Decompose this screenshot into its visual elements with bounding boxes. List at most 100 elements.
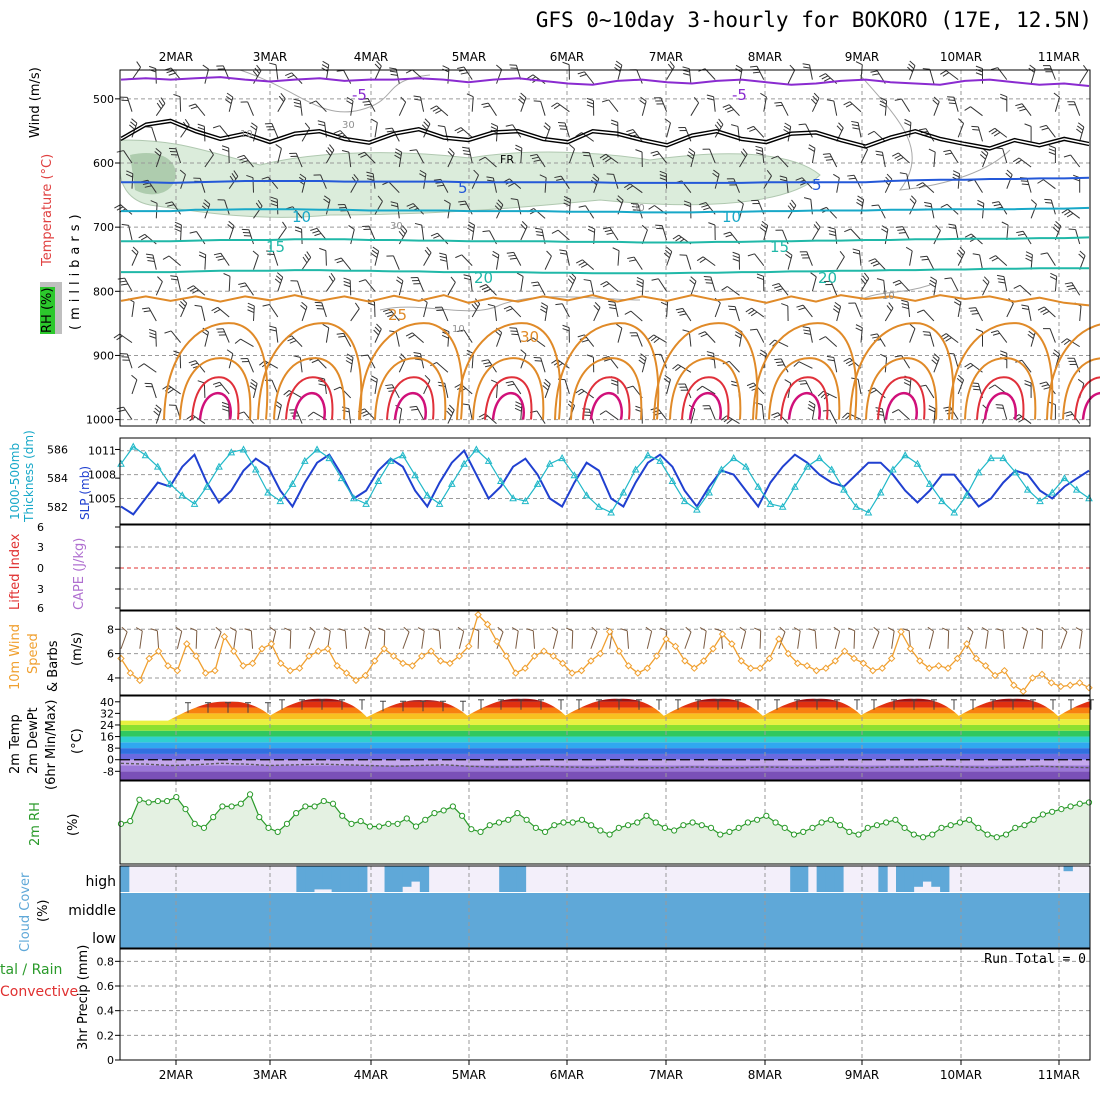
wind-barb-staff	[568, 148, 576, 164]
wind-barb-flag	[843, 101, 851, 106]
wind-barb-flag	[483, 361, 491, 365]
wind-barb-flag	[341, 406, 349, 410]
wind-barb	[771, 155, 789, 168]
wind-barb-flag	[898, 232, 906, 234]
run-total: Run Total = 0	[984, 952, 1086, 967]
wind-barb	[651, 278, 668, 292]
isotherm-30-cell	[948, 322, 1054, 420]
wind-barb-flag	[559, 249, 567, 252]
wind10-barb	[338, 628, 348, 649]
wind-barb-staff	[228, 225, 235, 241]
wind-barb-flag	[563, 195, 571, 200]
wind-barb	[892, 279, 910, 292]
wind-barb-flag	[775, 104, 783, 107]
wind-barb-flag	[909, 60, 916, 66]
wind-barb	[1068, 228, 1081, 245]
wind-barb-staff	[388, 181, 400, 194]
wind-barb	[891, 152, 910, 164]
wind-barb	[772, 282, 789, 296]
wind-barb-flag	[879, 103, 887, 108]
thickness-tick-label: 586	[47, 443, 68, 456]
wind-barb	[341, 149, 352, 168]
wind-barb-flag	[904, 378, 911, 383]
wind-barb-flag	[626, 129, 634, 133]
temp-band	[120, 730, 1090, 737]
wind-barb-flag	[212, 381, 220, 385]
wind-barb-flag	[484, 288, 491, 293]
wind-barb	[186, 414, 206, 424]
cloud-high-bar	[419, 866, 430, 892]
wind10-tick-label: 8	[107, 623, 114, 636]
wind-barb	[336, 332, 352, 347]
wind-barb-flag	[553, 104, 561, 110]
wind-barb	[1015, 103, 1032, 116]
wind-barb-flag	[664, 118, 671, 124]
wind10-speed-point	[671, 642, 680, 651]
wind-barb-staff	[923, 309, 935, 322]
wind-barb-flag	[154, 151, 161, 157]
wind-barb-staff	[713, 353, 716, 369]
precip-label-a: tal / Rain	[0, 962, 63, 978]
wind-barb-staff	[929, 332, 935, 347]
top-date-label: 6MAR	[550, 50, 585, 64]
rh2m-point	[929, 831, 936, 838]
wind-barb	[323, 195, 331, 215]
wind-barb-flag	[568, 143, 575, 150]
wind-barb	[787, 199, 797, 219]
wind-barb-staff	[243, 411, 254, 424]
wind10-barb-flag	[660, 627, 667, 632]
rh-contour-label: 30	[342, 120, 355, 131]
wind-barb-flag	[599, 153, 607, 159]
wind-barb-flag	[184, 118, 190, 126]
wind10-barb	[942, 627, 950, 649]
wind10-barb-flag	[363, 626, 370, 632]
cloud-tick-label: high	[85, 874, 116, 890]
wind-barb	[940, 70, 959, 81]
wind-barb-flag	[650, 150, 658, 154]
wind-barb-flag	[563, 199, 571, 204]
wind-barb-flag	[872, 336, 880, 339]
thickness-point	[546, 459, 554, 467]
wind-barb-flag	[478, 413, 486, 418]
wind-barb-flag	[870, 333, 878, 336]
wind-barb-staff	[423, 380, 431, 395]
wind-barb-flag	[314, 232, 322, 237]
wind10-barb	[778, 626, 786, 649]
wind10-barb	[996, 628, 1005, 649]
wind-barb-staff	[123, 406, 133, 420]
wind-barb-flag	[813, 224, 819, 231]
wind-barb-flag	[222, 405, 229, 409]
chart-title: GFS 0~10day 3-hourly for BOKORO (17E, 12…	[535, 8, 1092, 32]
wind-barb-staff	[152, 254, 157, 270]
wind-barb-flag	[737, 199, 744, 205]
wind-barb-staff	[564, 379, 570, 395]
wind10-barb-flag	[645, 626, 652, 632]
wind-barb	[593, 301, 601, 322]
wind-barb-staff	[1002, 148, 1008, 164]
wind-barb-staff	[608, 99, 619, 113]
wind-barb	[290, 280, 303, 296]
wind-barb-flag	[156, 102, 162, 110]
wind-barb-flag	[761, 220, 768, 226]
wind-barb-staff	[878, 204, 886, 219]
wind-barb-staff	[344, 204, 352, 219]
wind-barb	[455, 254, 473, 266]
wind-barb-flag	[327, 147, 333, 154]
rh2m-point	[855, 831, 862, 838]
wind-barb-staff	[325, 327, 330, 343]
wind-barb	[860, 272, 870, 292]
wind-barb-staff	[630, 310, 643, 322]
wind-barb	[702, 148, 716, 164]
wind-barb	[269, 62, 279, 80]
bottom-date-label: 3MAR	[253, 1068, 288, 1082]
wind10-barb-flag	[927, 626, 934, 632]
wind10-speed-point	[483, 620, 492, 629]
wind-barb-flag	[153, 410, 160, 417]
wind-barb-flag	[601, 99, 609, 103]
wind10-barb-staff	[176, 631, 183, 649]
wind-barb-staff	[945, 70, 959, 81]
wind-barb-flag	[640, 96, 647, 102]
contour-label: 5	[458, 179, 468, 197]
wind-barb-flag	[436, 184, 445, 187]
wind-barb	[148, 328, 157, 347]
